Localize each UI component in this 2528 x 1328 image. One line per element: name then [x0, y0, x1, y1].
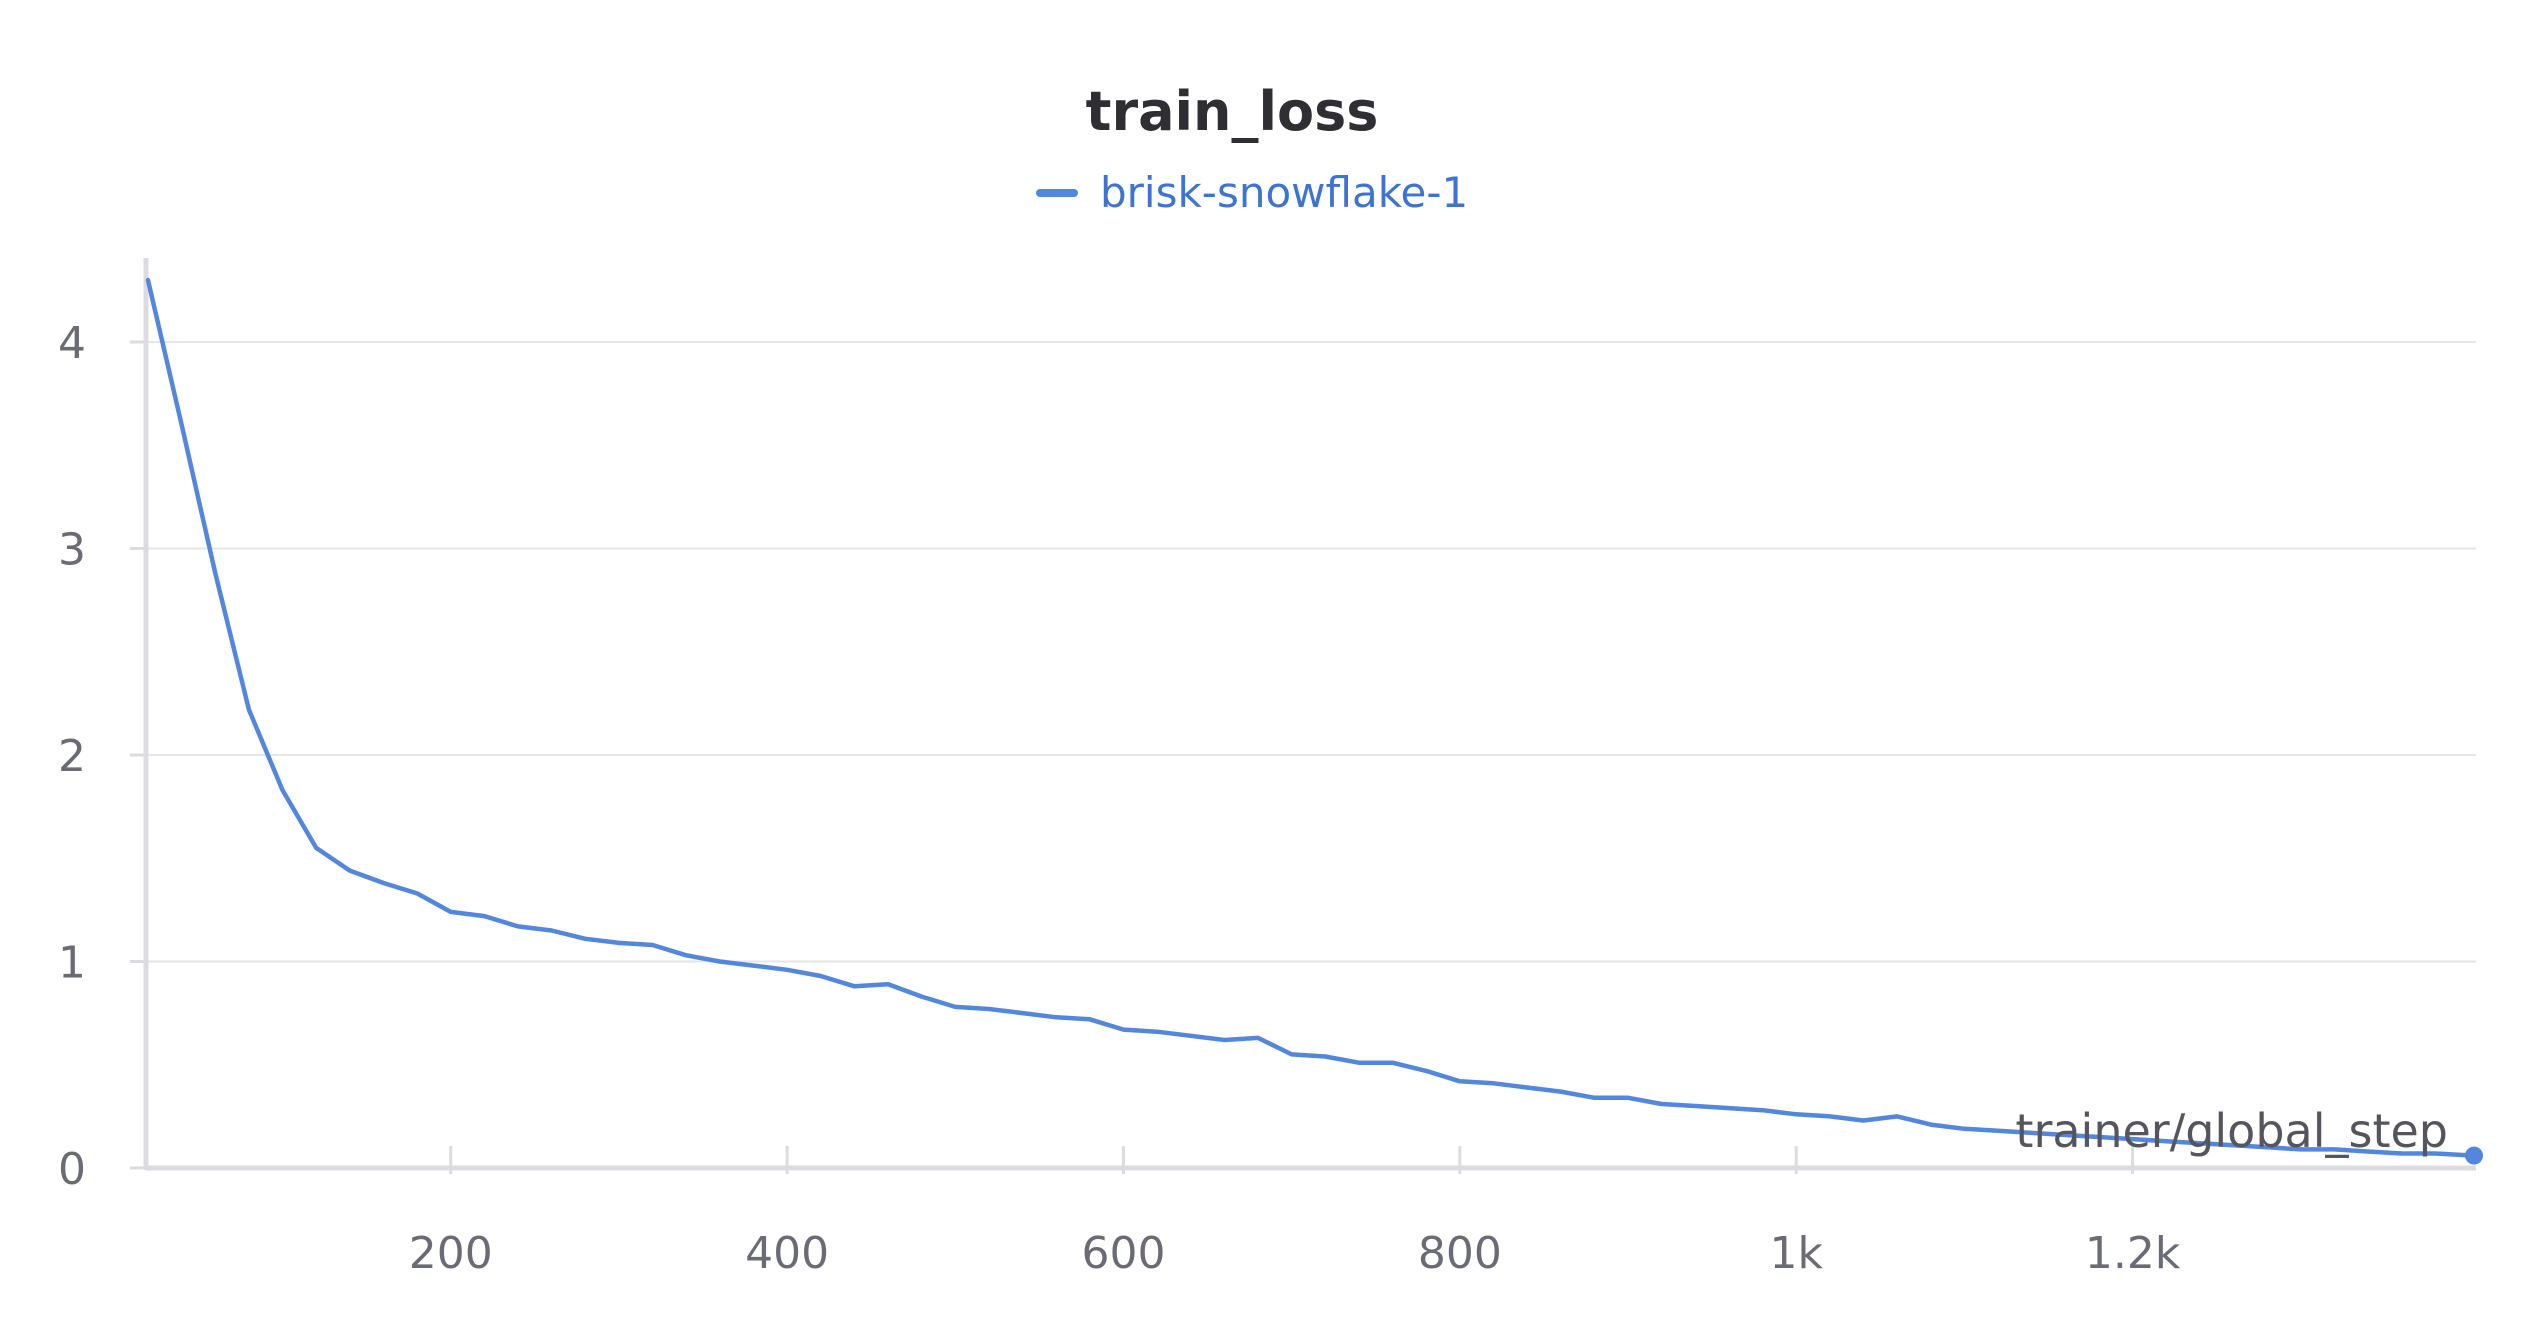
y-tick-label: 0 [58, 1144, 86, 1195]
x-tick-label: 800 [1418, 1228, 1502, 1279]
chart-title: train_loss [1086, 80, 1379, 143]
y-axis-ticks: 0 1 2 3 4 [58, 318, 146, 1195]
x-tick-label: 400 [745, 1228, 829, 1279]
y-tick-label: 3 [58, 525, 86, 576]
y-tick-label: 1 [58, 938, 86, 989]
series-endpoint-dot[interactable] [2465, 1146, 2483, 1165]
legend-label[interactable]: brisk-snowflake-1 [1100, 168, 1468, 217]
series-line-brisk-snowflake-1[interactable] [145, 277, 2477, 1158]
x-tick-label: 1.2k [2085, 1228, 2181, 1279]
x-axis-title: trainer/global_step [2015, 1104, 2448, 1158]
x-tick-label: 600 [1081, 1228, 1165, 1279]
legend[interactable]: brisk-snowflake-1 [1036, 168, 1468, 217]
x-tick-label: 1k [1769, 1228, 1823, 1279]
x-tick-label: 200 [409, 1228, 493, 1279]
y-tick-label: 4 [58, 318, 86, 369]
grid [146, 341, 2476, 963]
y-tick-label: 2 [58, 731, 86, 782]
